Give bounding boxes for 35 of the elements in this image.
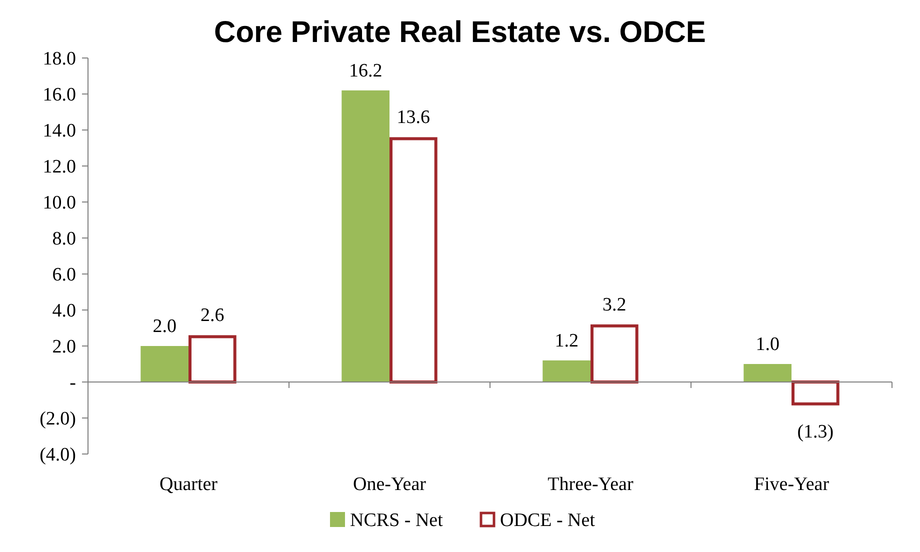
chart-title: Core Private Real Estate vs. ODCE — [214, 16, 706, 49]
bar — [744, 364, 792, 382]
legend-label: NCRS - Net — [350, 510, 444, 531]
y-tick-label: 2.0 — [52, 336, 76, 358]
x-tick-label: Three-Year — [548, 474, 634, 495]
y-tick-label: 14.0 — [42, 120, 76, 142]
data-label: 2.0 — [152, 316, 176, 337]
data-label: 3.2 — [602, 294, 626, 316]
x-tick-label: Quarter — [159, 474, 218, 495]
legend-label: ODCE - Net — [500, 510, 596, 531]
y-tick-label: 16.0 — [42, 84, 76, 106]
x-tick-label: Five-Year — [754, 474, 830, 495]
bar — [390, 137, 438, 384]
y-tick-label: 10.0 — [42, 192, 76, 214]
y-tick-label: (2.0) — [40, 408, 76, 430]
y-tick-label: - — [70, 372, 76, 394]
data-label: (1.3) — [797, 421, 834, 442]
y-tick-label: (4.0) — [40, 444, 76, 466]
bar — [342, 90, 390, 382]
y-tick-label: 12.0 — [42, 156, 76, 178]
bar — [590, 324, 638, 384]
y-tick-label: 8.0 — [52, 228, 76, 250]
data-label: 1.2 — [554, 330, 578, 352]
data-label: 1.0 — [756, 334, 780, 355]
x-tick-label: One-Year — [353, 474, 427, 495]
bar — [188, 335, 236, 384]
data-label: 2.6 — [200, 305, 224, 326]
y-tick-label: 4.0 — [52, 300, 76, 322]
y-tick-label: 18.0 — [42, 48, 76, 70]
bar — [542, 360, 590, 382]
bar — [792, 380, 840, 406]
y-tick-label: 6.0 — [52, 264, 76, 286]
data-label: 16.2 — [348, 60, 382, 82]
data-label: 13.6 — [396, 107, 430, 128]
bar — [140, 346, 188, 382]
